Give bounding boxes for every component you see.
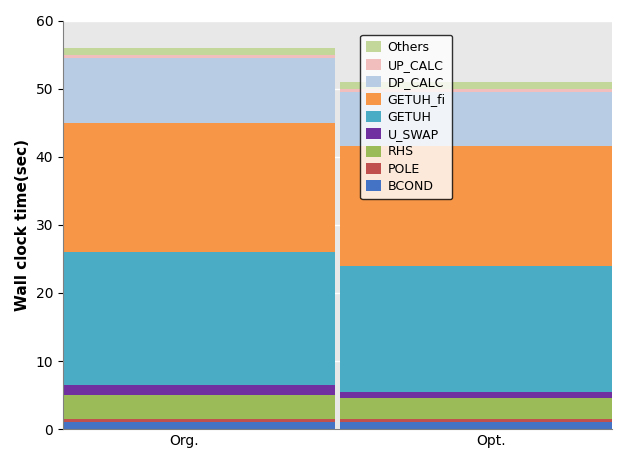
Y-axis label: Wall clock time(sec): Wall clock time(sec) xyxy=(15,139,30,311)
Bar xyxy=(340,399,627,419)
Bar xyxy=(33,123,335,252)
Bar xyxy=(33,58,335,123)
Bar xyxy=(340,392,627,399)
Bar xyxy=(33,422,335,429)
Bar xyxy=(33,55,335,58)
Bar xyxy=(340,419,627,422)
Bar xyxy=(33,252,335,385)
Bar xyxy=(340,88,627,92)
Legend: Others, UP_CALC, DP_CALC, GETUH_fi, GETUH, U_SWAP, RHS, POLE, BCOND: Others, UP_CALC, DP_CALC, GETUH_fi, GETU… xyxy=(360,35,452,200)
Bar xyxy=(340,92,627,146)
Bar xyxy=(33,385,335,395)
Bar xyxy=(33,419,335,422)
Bar xyxy=(33,48,335,55)
Bar xyxy=(340,146,627,266)
Bar xyxy=(340,422,627,429)
Bar xyxy=(33,395,335,419)
Bar xyxy=(340,82,627,88)
Bar xyxy=(340,266,627,392)
